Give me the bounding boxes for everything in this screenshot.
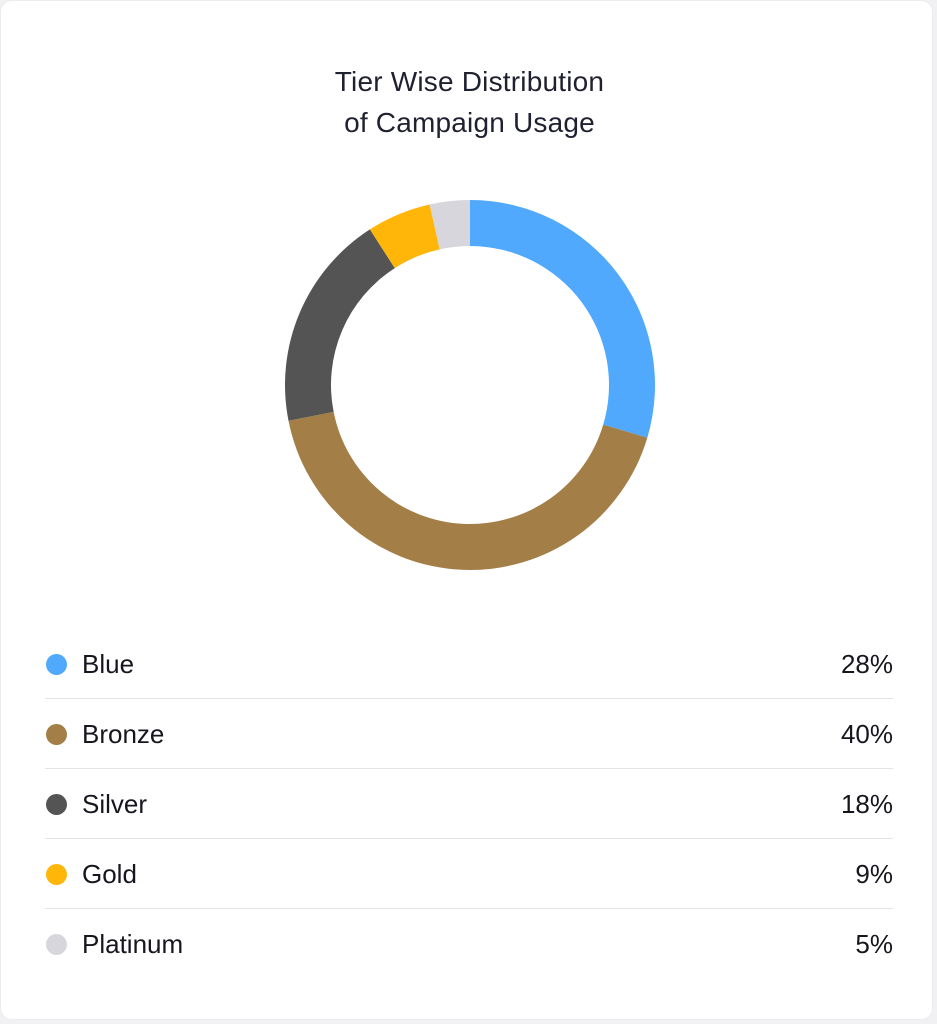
legend-value-platinum: 5% [855,929,893,959]
legend-item-platinum: Platinum 5% [45,909,893,979]
legend-swatch-silver [46,794,67,815]
legend-item-blue: Blue 28% [45,629,893,699]
legend-item-silver: Silver 18% [45,769,893,839]
legend-label-gold: Gold [82,859,137,889]
donut-slice-platinum[interactable] [429,200,470,250]
donut-chart [285,200,655,570]
legend-value-bronze: 40% [840,719,893,749]
donut-slice-blue[interactable] [470,200,655,438]
legend-swatch-blue [46,654,67,675]
legend-value-blue: 28% [840,649,893,679]
legend-swatch-gold [46,864,67,885]
legend-label-platinum: Platinum [82,929,184,959]
donut-slice-silver[interactable] [285,229,395,421]
legend-item-bronze: Bronze 40% [45,699,893,769]
legend-item-gold: Gold 9% [45,839,893,909]
donut-slice-bronze[interactable] [288,411,648,570]
donut-slice-gold[interactable] [369,204,440,269]
legend-swatch-bronze [46,724,67,745]
legend-label-silver: Silver [82,789,148,819]
legend-value-gold: 9% [855,859,893,889]
legend-label-blue: Blue [82,649,135,679]
legend-label-bronze: Bronze [82,719,165,749]
chart-title-line-1: Tier Wise Distribution [334,66,605,97]
legend-swatch-platinum [46,934,67,955]
chart-title: Tier Wise Distribution of Campaign Usage [1,61,937,143]
chart-title-line-2: of Campaign Usage [344,107,595,138]
legend-value-silver: 18% [840,789,893,819]
chart-legend: Blue 28% Bronze 40% Silver 18% Gold 9% P… [45,629,893,979]
